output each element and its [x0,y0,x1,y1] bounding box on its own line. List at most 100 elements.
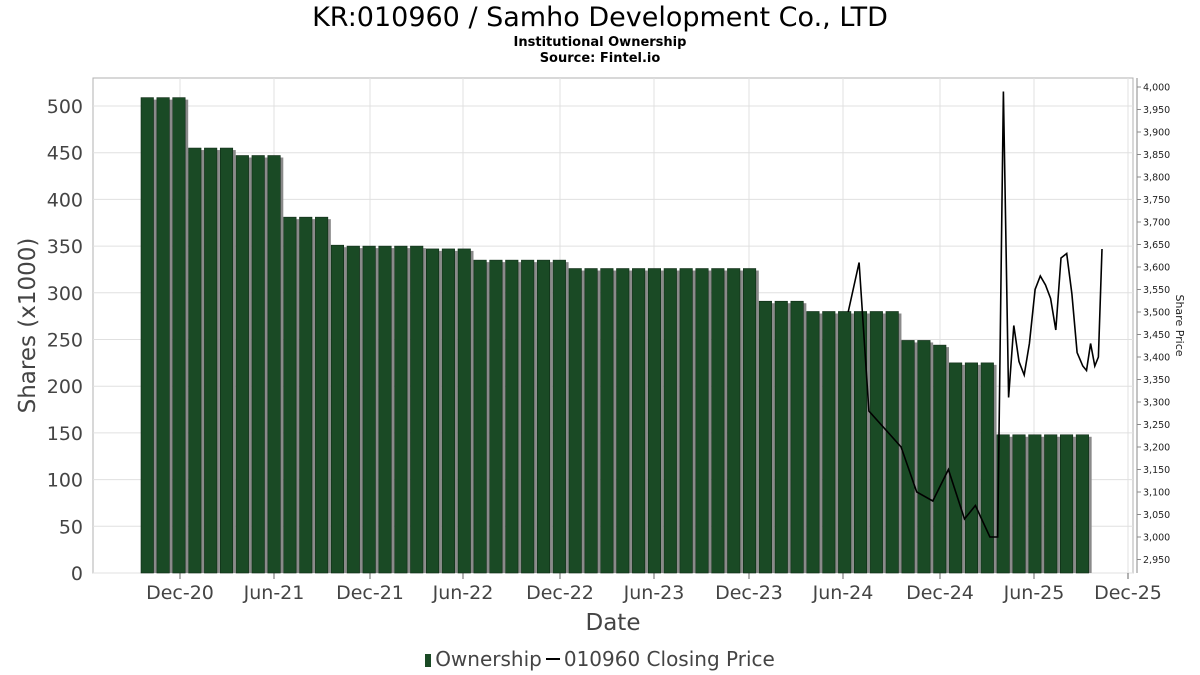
y-tick-label: 0 [71,563,83,585]
y-tick-label: 250 [47,330,83,352]
ownership-bar [1028,434,1042,574]
price-legend-label: 010960 Closing Price [563,647,775,671]
ownership-bar [378,245,392,574]
ownership-bar [806,311,820,574]
x-tick-label: Dec-24 [906,582,974,604]
chart-title: KR:010960 / Samho Development Co., LTD [312,2,888,33]
ownership-bar [394,245,408,574]
price-legend-line [545,658,560,660]
y-tick-label: 100 [47,470,83,492]
ownership-bar [663,268,677,574]
ownership-bar [695,268,709,574]
x-tick-label: Dec-21 [336,582,404,604]
x-tick-label: Jun-22 [432,582,494,604]
y-tick-label: 500 [47,96,83,118]
y2-tick-label: 3,850 [1143,150,1170,161]
y2-tick-label: 3,400 [1143,353,1170,364]
ownership-bar [346,245,360,574]
ownership-bar [299,216,313,574]
ownership-bar [600,268,614,574]
y2-tick-label: 3,250 [1143,420,1170,431]
ownership-bar [949,362,963,574]
x-tick-label: Jun-21 [243,582,305,604]
x-tick-label: Dec-25 [1094,582,1162,604]
x-tick-label: Jun-25 [1003,582,1065,604]
ownership-bar [964,362,979,574]
y2-tick-label: 3,200 [1143,443,1170,454]
ownership-bar [980,362,994,574]
x-axis-title: Date [586,610,641,636]
y2-tick-label: 3,900 [1143,128,1170,139]
ownership-bar [838,311,852,574]
ownership-bar [853,311,868,574]
ownership-legend-label: Ownership [435,647,542,671]
ownership-bar [410,245,424,574]
y-tick-label: 200 [47,376,83,398]
ownership-bar [933,344,947,574]
ownership-bar [552,259,566,574]
x-tick-label: Jun-24 [812,582,874,604]
ownership-bar [679,268,693,574]
ownership-bar [441,248,455,574]
ownership-bar [235,155,249,574]
ownership-bar [774,300,788,574]
ownership-bar [219,147,234,574]
ownership-bar [172,97,186,574]
y2-tick-label: 2,950 [1143,555,1170,566]
ownership-bar [188,147,202,574]
y2-tick-label: 3,800 [1143,173,1170,184]
ownership-bar [140,97,154,574]
ownership-bar [1075,434,1089,574]
ownership-bar [632,268,646,574]
ownership-bar [267,155,281,574]
ownership-bar [536,259,551,574]
ownership-bar [758,300,772,574]
ownership-bar [790,300,804,574]
y2-tick-label: 3,300 [1143,398,1170,409]
ownership-bar [711,268,725,574]
ownership-chart: 0 50 100 150 200 250 300 350 400 450 500 Dec-20 Jun-… [15,77,1186,636]
y-tick-label: 400 [47,189,83,211]
y2-tick-label: 3,650 [1143,240,1170,251]
ownership-bar [362,245,376,574]
ownership-bar [251,155,265,574]
chart-subtitle: Institutional Ownership [513,35,687,50]
x-tick-label: Dec-22 [526,582,594,604]
y2-tick-label: 3,550 [1143,285,1170,296]
x-tick-label: Dec-20 [146,582,214,604]
y2-tick-label: 3,600 [1143,263,1170,274]
ownership-bar [1060,434,1074,574]
ownership-bar [822,311,836,574]
ownership-bar [156,97,170,574]
y2-tick-label: 3,350 [1143,375,1170,386]
y-tick-label: 150 [47,423,83,445]
ownership-bar [727,268,741,574]
y2-tick-label: 3,750 [1143,195,1170,206]
y-tick-label: 350 [47,236,83,258]
chart-legend: Ownership 010960 Closing Price [0,647,1200,671]
y2-tick-label: 3,500 [1143,308,1170,319]
y-tick-label: 300 [47,283,83,305]
y2-tick-label: 4,000 [1143,83,1170,94]
ownership-bar [521,259,535,574]
ownership-bar [425,248,440,574]
ownership-bar [568,268,582,574]
x-tick-label: Jun-23 [623,582,685,604]
ownership-bar [1044,434,1058,574]
chart-source: Source: Fintel.io [539,51,661,66]
x-tick-label: Dec-23 [715,582,783,604]
ownership-bar [901,340,915,574]
ownership-bar [315,216,329,574]
y-axis-title: Shares (x1000) [15,238,41,414]
y-tick-label: 50 [59,516,83,538]
y2-tick-label: 3,150 [1143,465,1170,476]
closing-price-line [847,91,1103,538]
ownership-bar [885,311,899,574]
ownership-bar [917,340,931,574]
ownership-bar [204,147,218,574]
y2-tick-label: 3,100 [1143,488,1170,499]
ownership-bar [647,268,662,574]
y2-tick-label: 3,700 [1143,218,1170,229]
ownership-bar [996,434,1010,574]
ownership-bar [869,311,883,574]
